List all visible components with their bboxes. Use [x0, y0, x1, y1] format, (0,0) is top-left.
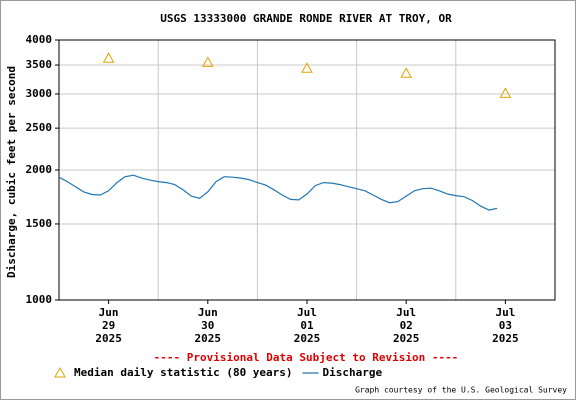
x-tick-label: Jun — [99, 306, 119, 319]
y-tick-label: 3000 — [26, 87, 53, 100]
x-tick-label: 2025 — [492, 332, 519, 345]
y-tick-label: 3500 — [26, 58, 53, 71]
y-tick-label: 1500 — [26, 217, 53, 230]
legend-label: Median daily statistic (80 years) — [74, 366, 293, 379]
x-tick-label: 30 — [201, 319, 214, 332]
median-marker — [400, 67, 413, 78]
x-tick-label: Jul — [396, 306, 416, 319]
x-tick-label: 2025 — [95, 332, 122, 345]
x-tick-label: Jul — [495, 306, 515, 319]
y-tick-label: 2500 — [26, 121, 53, 134]
discharge-line — [58, 174, 498, 211]
median-marker — [499, 87, 512, 98]
x-tick-label: 02 — [400, 319, 413, 332]
y-tick-label: 4000 — [26, 33, 53, 46]
x-tick-label: 01 — [300, 319, 314, 332]
x-tick-label: 2025 — [393, 332, 420, 345]
legend-marker — [54, 366, 66, 378]
x-tick-label: Jun — [198, 306, 218, 319]
median-marker — [201, 56, 214, 67]
x-tick-label: Jul — [297, 306, 317, 319]
x-tick-label: 2025 — [294, 332, 321, 345]
credit: Graph courtesy of the U.S. Geological Su… — [355, 386, 567, 395]
plot-frame — [58, 39, 556, 301]
y-tick-label: 2000 — [26, 163, 53, 176]
legend-label: Discharge — [323, 366, 383, 379]
provisional-notice: ---- Provisional Data Subject to Revisio… — [154, 351, 459, 364]
y-tick-label: 1000 — [26, 293, 53, 306]
chart-title: USGS 13333000 GRANDE RONDE RIVER AT TROY… — [160, 12, 452, 25]
x-tick-label: 29 — [102, 319, 115, 332]
median-marker — [301, 62, 313, 73]
median-marker — [102, 52, 115, 63]
x-tick-label: 03 — [499, 319, 512, 332]
x-tick-label: 2025 — [195, 332, 222, 345]
y-axis-label: Discharge, cubic feet per second — [5, 66, 18, 278]
